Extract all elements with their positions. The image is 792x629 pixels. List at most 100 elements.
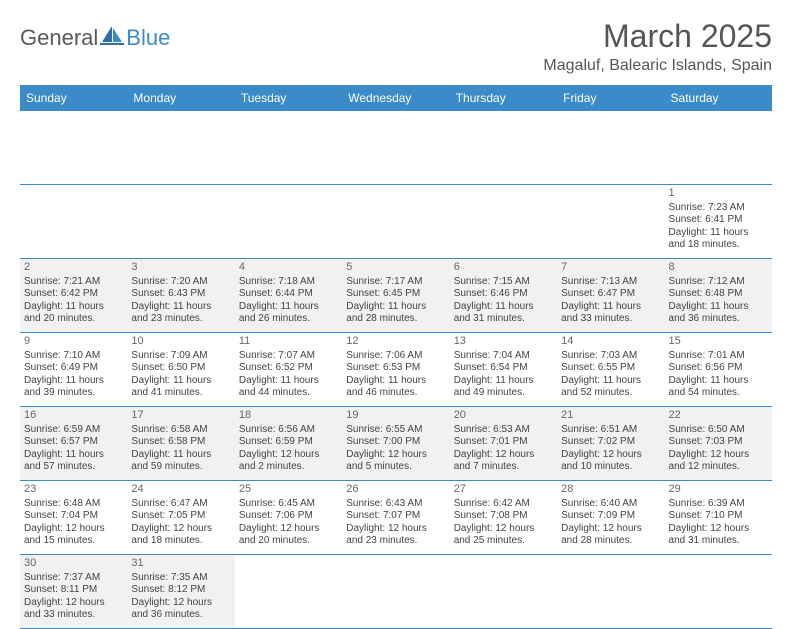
- daylight-text: Daylight: 11 hours: [131, 301, 230, 314]
- calendar-cell: 12Sunrise: 7:06 AMSunset: 6:53 PMDayligh…: [342, 333, 449, 407]
- calendar-cell: 22Sunrise: 6:50 AMSunset: 7:03 PMDayligh…: [665, 407, 772, 481]
- daylight-text: and 46 minutes.: [346, 387, 445, 400]
- calendar-cell: 24Sunrise: 6:47 AMSunset: 7:05 PMDayligh…: [127, 481, 234, 555]
- daylight-text: Daylight: 11 hours: [24, 301, 123, 314]
- calendar-cell: 16Sunrise: 6:59 AMSunset: 6:57 PMDayligh…: [20, 407, 127, 481]
- sunrise-text: Sunrise: 7:18 AM: [239, 276, 338, 289]
- sunrise-text: Sunrise: 7:17 AM: [346, 276, 445, 289]
- sunset-text: Sunset: 6:54 PM: [454, 362, 553, 375]
- header: General Blue March 2025 Magaluf, Baleari…: [20, 18, 772, 75]
- sunrise-text: Sunrise: 7:15 AM: [454, 276, 553, 289]
- daylight-text: Daylight: 12 hours: [24, 523, 123, 536]
- daylight-text: Daylight: 11 hours: [669, 375, 768, 388]
- daylight-text: and 36 minutes.: [131, 609, 230, 622]
- daylight-text: and 2 minutes.: [239, 461, 338, 474]
- sunset-text: Sunset: 6:53 PM: [346, 362, 445, 375]
- day-number: 22: [669, 409, 768, 423]
- sunrise-text: Sunrise: 7:03 AM: [561, 350, 660, 363]
- sunrise-text: Sunrise: 6:58 AM: [131, 424, 230, 437]
- calendar-cell: [20, 185, 127, 259]
- sunrise-text: Sunrise: 6:43 AM: [346, 498, 445, 511]
- calendar-cell: 26Sunrise: 6:43 AMSunset: 7:07 PMDayligh…: [342, 481, 449, 555]
- daylight-text: and 33 minutes.: [561, 313, 660, 326]
- calendar-cell: [235, 555, 342, 629]
- brand-logo: General Blue: [20, 24, 170, 51]
- day-number: 31: [131, 557, 230, 571]
- sunrise-text: Sunrise: 7:06 AM: [346, 350, 445, 363]
- sunset-text: Sunset: 6:45 PM: [346, 288, 445, 301]
- daylight-text: Daylight: 11 hours: [454, 301, 553, 314]
- calendar-cell: 14Sunrise: 7:03 AMSunset: 6:55 PMDayligh…: [557, 333, 664, 407]
- day-header: Tuesday: [235, 86, 342, 111]
- calendar-cell: 3Sunrise: 7:20 AMSunset: 6:43 PMDaylight…: [127, 259, 234, 333]
- sunset-text: Sunset: 6:42 PM: [24, 288, 123, 301]
- sunset-text: Sunset: 6:50 PM: [131, 362, 230, 375]
- sunset-text: Sunset: 6:44 PM: [239, 288, 338, 301]
- calendar-cell: [557, 185, 664, 259]
- day-number: 23: [24, 483, 123, 497]
- sunset-text: Sunset: 7:00 PM: [346, 436, 445, 449]
- calendar-week: 16Sunrise: 6:59 AMSunset: 6:57 PMDayligh…: [20, 407, 772, 481]
- daylight-text: and 49 minutes.: [454, 387, 553, 400]
- day-number: 17: [131, 409, 230, 423]
- daylight-text: Daylight: 11 hours: [669, 301, 768, 314]
- sunrise-text: Sunrise: 7:23 AM: [669, 202, 768, 215]
- daylight-text: Daylight: 12 hours: [669, 523, 768, 536]
- daylight-text: and 7 minutes.: [454, 461, 553, 474]
- day-number: 12: [346, 335, 445, 349]
- daylight-text: and 18 minutes.: [131, 535, 230, 548]
- calendar-week: 23Sunrise: 6:48 AMSunset: 7:04 PMDayligh…: [20, 481, 772, 555]
- daylight-text: Daylight: 11 hours: [561, 301, 660, 314]
- day-number: 13: [454, 335, 553, 349]
- sunrise-text: Sunrise: 7:35 AM: [131, 572, 230, 585]
- sunrise-text: Sunrise: 6:56 AM: [239, 424, 338, 437]
- calendar-cell: 30Sunrise: 7:37 AMSunset: 8:11 PMDayligh…: [20, 555, 127, 629]
- sail-icon: [100, 24, 124, 51]
- sunset-text: Sunset: 8:11 PM: [24, 584, 123, 597]
- calendar-header-row: SundayMondayTuesdayWednesdayThursdayFrid…: [20, 86, 772, 111]
- sunrise-text: Sunrise: 7:04 AM: [454, 350, 553, 363]
- daylight-text: and 52 minutes.: [561, 387, 660, 400]
- sunset-text: Sunset: 7:10 PM: [669, 510, 768, 523]
- daylight-text: and 10 minutes.: [561, 461, 660, 474]
- daylight-text: Daylight: 11 hours: [24, 449, 123, 462]
- calendar-cell: [450, 555, 557, 629]
- calendar-cell: 27Sunrise: 6:42 AMSunset: 7:08 PMDayligh…: [450, 481, 557, 555]
- daylight-text: Daylight: 11 hours: [24, 375, 123, 388]
- calendar-cell: 7Sunrise: 7:13 AMSunset: 6:47 PMDaylight…: [557, 259, 664, 333]
- calendar-cell: 11Sunrise: 7:07 AMSunset: 6:52 PMDayligh…: [235, 333, 342, 407]
- calendar-cell: 4Sunrise: 7:18 AMSunset: 6:44 PMDaylight…: [235, 259, 342, 333]
- calendar-week: 1Sunrise: 7:23 AMSunset: 6:41 PMDaylight…: [20, 185, 772, 259]
- sunset-text: Sunset: 6:59 PM: [239, 436, 338, 449]
- calendar-week: 2Sunrise: 7:21 AMSunset: 6:42 PMDaylight…: [20, 259, 772, 333]
- sunset-text: Sunset: 7:03 PM: [669, 436, 768, 449]
- day-header: Friday: [557, 86, 664, 111]
- day-header: Thursday: [450, 86, 557, 111]
- daylight-text: and 59 minutes.: [131, 461, 230, 474]
- sunrise-text: Sunrise: 7:13 AM: [561, 276, 660, 289]
- calendar-cell: 17Sunrise: 6:58 AMSunset: 6:58 PMDayligh…: [127, 407, 234, 481]
- daylight-text: Daylight: 11 hours: [346, 375, 445, 388]
- daylight-text: Daylight: 11 hours: [454, 375, 553, 388]
- calendar-cell: 6Sunrise: 7:15 AMSunset: 6:46 PMDaylight…: [450, 259, 557, 333]
- sunrise-text: Sunrise: 6:55 AM: [346, 424, 445, 437]
- sunset-text: Sunset: 6:41 PM: [669, 214, 768, 227]
- sunset-text: Sunset: 6:58 PM: [131, 436, 230, 449]
- daylight-text: Daylight: 12 hours: [454, 449, 553, 462]
- daylight-text: Daylight: 11 hours: [669, 227, 768, 240]
- daylight-text: Daylight: 12 hours: [561, 523, 660, 536]
- sunrise-text: Sunrise: 6:39 AM: [669, 498, 768, 511]
- page-title: March 2025: [543, 18, 772, 55]
- calendar-cell: 21Sunrise: 6:51 AMSunset: 7:02 PMDayligh…: [557, 407, 664, 481]
- daylight-text: Daylight: 12 hours: [561, 449, 660, 462]
- sunrise-text: Sunrise: 6:45 AM: [239, 498, 338, 511]
- calendar-cell: [557, 555, 664, 629]
- daylight-text: and 20 minutes.: [24, 313, 123, 326]
- daylight-text: Daylight: 12 hours: [131, 523, 230, 536]
- sunset-text: Sunset: 6:48 PM: [669, 288, 768, 301]
- day-number: 16: [24, 409, 123, 423]
- day-header: Monday: [127, 86, 234, 111]
- day-header: Saturday: [665, 86, 772, 111]
- calendar-cell: 23Sunrise: 6:48 AMSunset: 7:04 PMDayligh…: [20, 481, 127, 555]
- daylight-text: and 36 minutes.: [669, 313, 768, 326]
